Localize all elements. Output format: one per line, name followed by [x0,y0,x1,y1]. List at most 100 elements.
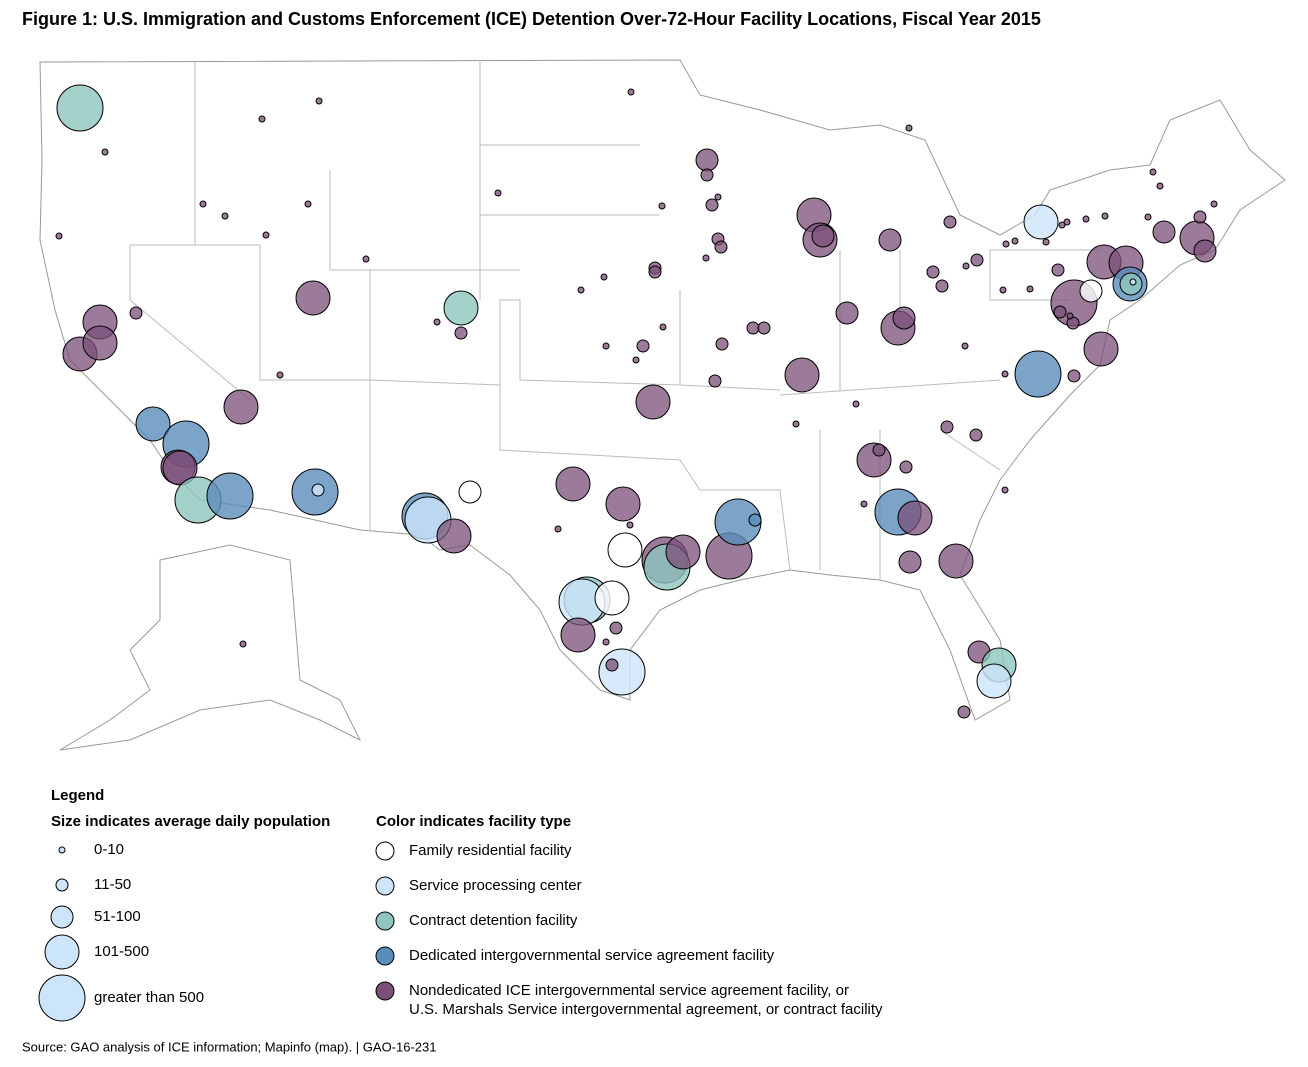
facility [221,212,229,220]
size-label: 0-10 [94,841,124,858]
facility [962,262,970,270]
facility [748,513,762,527]
type-label: Nondedicated ICE intergovernmental servi… [409,982,849,999]
facility [940,420,954,434]
facility [961,342,969,350]
facility [199,200,207,208]
facility [708,374,722,388]
facility [700,168,714,182]
facility [1210,200,1218,208]
source: Source: GAO analysis of ICE information;… [22,1039,437,1054]
facility [458,480,482,504]
facility [784,357,820,393]
facility [443,290,479,326]
facility [101,148,109,156]
facility [892,306,916,330]
facility [1156,182,1164,190]
facility [926,265,940,279]
facility [835,301,859,325]
legend-heading: Legend [51,787,104,804]
facility [695,148,719,172]
facility [1129,278,1137,286]
facility [494,189,502,197]
facility [627,88,635,96]
type-label: Family residential facility [409,842,572,859]
facility [605,486,641,522]
facility [976,663,1012,699]
facility [970,253,984,267]
facility [872,443,886,457]
facility [860,500,868,508]
facility [1101,212,1109,220]
facility [1026,285,1034,293]
facility [1011,237,1019,245]
facility [757,321,771,335]
size-symbol [58,846,66,854]
facility [598,648,646,696]
facility [714,240,728,254]
facility [898,550,922,574]
type-label: Service processing center [409,877,582,894]
facility [1023,204,1059,240]
facility [262,231,270,239]
type-label: Dedicated intergovernmental service agre… [409,947,775,964]
facility [1193,210,1207,224]
facility [258,115,266,123]
facility [1067,369,1081,383]
size-label: greater than 500 [94,989,204,1006]
size-label: 11-50 [94,876,131,893]
facility [1002,240,1010,248]
facility [811,224,835,248]
facility [577,286,585,294]
facility [1152,220,1176,244]
facility [555,466,591,502]
facility [135,406,171,442]
facility [792,420,800,428]
facility [938,543,974,579]
facility [560,617,596,653]
facilities [55,84,1218,719]
facility [943,215,957,229]
facility [433,318,441,326]
size-symbol [55,878,69,892]
type-label: Contract detention facility [409,912,578,929]
legend: 0-10 11-50 51-100 101-500 greater than 500 Fa… [38,841,883,1022]
facility [935,279,949,293]
facility [659,323,667,331]
facility [658,202,666,210]
facility [969,428,983,442]
facility [223,389,259,425]
facility [600,273,608,281]
facility [705,198,719,212]
size-heading: Size indicates average daily population [51,813,330,830]
facility [276,371,284,379]
color-heading: Color indicates facility type [376,813,571,830]
facility [1058,221,1066,229]
facility [1079,279,1103,303]
facility [626,521,634,529]
facility [454,326,468,340]
type-symbol [375,911,395,931]
facility [1193,239,1217,263]
facility [295,280,331,316]
type-symbol [375,946,395,966]
facility [55,232,63,240]
facility [746,321,760,335]
facility [635,384,671,420]
facility [129,306,143,320]
facility [1001,486,1009,494]
facility [702,254,710,262]
facility [315,97,323,105]
facility [714,193,722,201]
facility [607,532,643,568]
type-symbol [375,876,395,896]
title: Figure 1: U.S. Immigration and Customs E… [22,9,1041,29]
facility [1066,312,1074,320]
facility [1144,213,1152,221]
facility [632,356,640,364]
size-symbol [44,934,80,970]
facility [594,580,630,616]
size-symbol [50,905,74,929]
facility [1082,215,1090,223]
